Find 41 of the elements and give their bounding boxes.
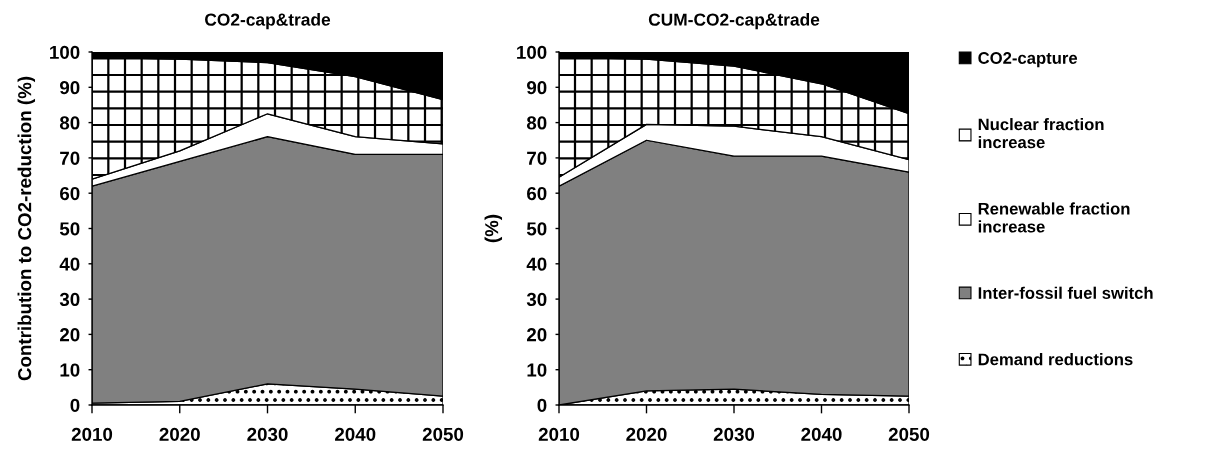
x-tick-label: 2030 xyxy=(713,427,755,442)
y-tick-label: 0 xyxy=(537,398,547,412)
x-tick-label: 2040 xyxy=(801,427,842,441)
y-tick-label: 70 xyxy=(60,151,80,165)
x-tick-label: 2020 xyxy=(159,427,200,441)
y-tick-label: 70 xyxy=(527,151,547,165)
chart-title: CO2-cap&trade xyxy=(205,13,331,30)
x-tick-label: 2050 xyxy=(888,427,930,441)
y-axis-title: Contribution to CO2-reduction (%) xyxy=(17,76,36,381)
x-tick-label: 2040 xyxy=(335,427,376,441)
y-tick-label: 100 xyxy=(50,45,80,59)
y-tick-label: 20 xyxy=(526,328,547,342)
legend-label: Renewable fraction increase xyxy=(978,202,1130,233)
y-tick-label: 90 xyxy=(59,81,80,95)
y-tick-label: 60 xyxy=(60,186,80,201)
y-tick-label: 10 xyxy=(527,363,547,377)
x-tick-label: 2020 xyxy=(626,427,667,441)
x-tick-label: 2010 xyxy=(71,427,113,441)
x-tick-label: 2050 xyxy=(422,427,464,441)
y-axis-title: (%) xyxy=(484,214,503,243)
x-tick-label: 2030 xyxy=(247,427,288,442)
x-tick-label: 2010 xyxy=(538,427,580,441)
y-tick-label: 80 xyxy=(59,116,80,130)
y-tick-label: 30 xyxy=(526,292,547,307)
y-tick-label: 50 xyxy=(59,222,80,236)
y-tick-label: 100 xyxy=(517,45,547,59)
legend-label: Demand reductions xyxy=(978,353,1133,366)
y-tick-label: 50 xyxy=(526,222,547,236)
y-tick-label: 60 xyxy=(527,186,547,201)
y-tick-label: 90 xyxy=(526,81,547,95)
y-tick-label: 40 xyxy=(526,257,547,271)
y-tick-label: 30 xyxy=(59,292,80,307)
chart-title: CUM-CO2-cap&trade xyxy=(648,13,820,30)
legend-label: Nuclear fraction increase xyxy=(978,118,1104,149)
y-tick-label: 40 xyxy=(59,257,80,271)
y-tick-label: 80 xyxy=(526,116,547,130)
legend-label: CO2-capture xyxy=(978,52,1078,68)
y-tick-label: 20 xyxy=(59,328,80,342)
legend-label: Inter-fossil fuel switch xyxy=(978,286,1153,299)
y-tick-label: 0 xyxy=(70,398,80,412)
y-tick-label: 10 xyxy=(60,363,80,377)
